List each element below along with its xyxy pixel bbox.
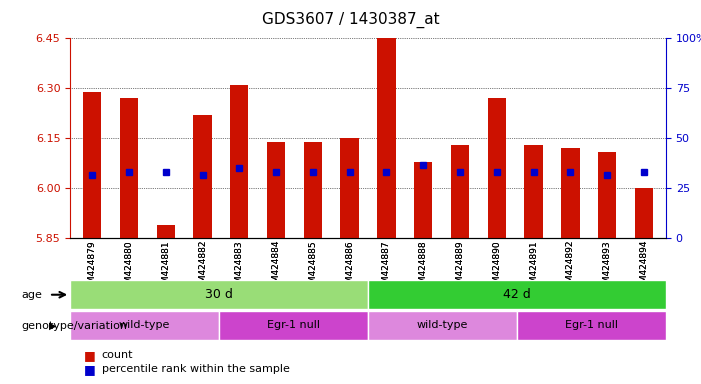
Text: count: count <box>102 350 133 360</box>
Text: wild-type: wild-type <box>417 320 468 331</box>
Text: GDS3607 / 1430387_at: GDS3607 / 1430387_at <box>261 12 440 28</box>
Text: GSM424887: GSM424887 <box>382 240 391 295</box>
Bar <box>120 98 138 238</box>
Text: GSM424888: GSM424888 <box>418 240 428 295</box>
Text: GSM424890: GSM424890 <box>492 240 501 295</box>
Bar <box>193 115 212 238</box>
Text: wild-type: wild-type <box>119 320 170 331</box>
Text: GSM424885: GSM424885 <box>308 240 318 295</box>
FancyBboxPatch shape <box>219 311 368 340</box>
Text: genotype/variation: genotype/variation <box>21 321 127 331</box>
Text: GSM424884: GSM424884 <box>271 240 280 295</box>
Text: GSM424882: GSM424882 <box>198 240 207 295</box>
Text: GSM424889: GSM424889 <box>456 240 465 295</box>
FancyBboxPatch shape <box>368 311 517 340</box>
Text: GSM424891: GSM424891 <box>529 240 538 295</box>
Bar <box>267 142 285 238</box>
Bar <box>561 148 580 238</box>
Text: GSM424879: GSM424879 <box>88 240 97 295</box>
Text: ▶: ▶ <box>49 321 57 331</box>
Text: GSM424887: GSM424887 <box>382 240 391 295</box>
Text: GSM424889: GSM424889 <box>456 240 465 295</box>
Text: GSM424880: GSM424880 <box>125 240 133 295</box>
Text: percentile rank within the sample: percentile rank within the sample <box>102 364 290 374</box>
Text: ■: ■ <box>84 349 96 362</box>
Bar <box>524 145 543 238</box>
Text: GSM424884: GSM424884 <box>271 240 280 295</box>
Bar <box>598 152 616 238</box>
Bar <box>83 92 102 238</box>
Text: GSM424891: GSM424891 <box>529 240 538 295</box>
Text: 30 d: 30 d <box>205 288 233 301</box>
Text: GSM424886: GSM424886 <box>345 240 354 295</box>
Bar <box>488 98 506 238</box>
Text: GSM424883: GSM424883 <box>235 240 244 295</box>
Bar <box>414 162 433 238</box>
Text: GSM424892: GSM424892 <box>566 240 575 295</box>
Bar <box>377 38 395 238</box>
Text: GSM424894: GSM424894 <box>639 240 648 295</box>
Text: ■: ■ <box>84 363 96 376</box>
Text: GSM424885: GSM424885 <box>308 240 318 295</box>
Bar <box>451 145 469 238</box>
Text: GSM424894: GSM424894 <box>639 240 648 295</box>
Bar <box>156 225 175 238</box>
Text: GSM424879: GSM424879 <box>88 240 97 295</box>
Text: Egr-1 null: Egr-1 null <box>565 320 618 331</box>
Text: GSM424893: GSM424893 <box>603 240 611 295</box>
Text: GSM424893: GSM424893 <box>603 240 611 295</box>
Bar <box>341 138 359 238</box>
Bar <box>304 142 322 238</box>
Text: GSM424880: GSM424880 <box>125 240 133 295</box>
Text: GSM424881: GSM424881 <box>161 240 170 295</box>
Text: 42 d: 42 d <box>503 288 531 301</box>
Text: GSM424892: GSM424892 <box>566 240 575 295</box>
Text: GSM424890: GSM424890 <box>492 240 501 295</box>
FancyBboxPatch shape <box>70 311 219 340</box>
Text: age: age <box>21 290 42 300</box>
FancyBboxPatch shape <box>70 280 368 309</box>
Bar <box>634 188 653 238</box>
Text: GSM424888: GSM424888 <box>418 240 428 295</box>
Bar <box>230 85 248 238</box>
FancyBboxPatch shape <box>368 280 666 309</box>
Text: GSM424886: GSM424886 <box>345 240 354 295</box>
FancyBboxPatch shape <box>517 311 666 340</box>
Text: GSM424882: GSM424882 <box>198 240 207 295</box>
Text: Egr-1 null: Egr-1 null <box>267 320 320 331</box>
Text: GSM424883: GSM424883 <box>235 240 244 295</box>
Text: GSM424881: GSM424881 <box>161 240 170 295</box>
